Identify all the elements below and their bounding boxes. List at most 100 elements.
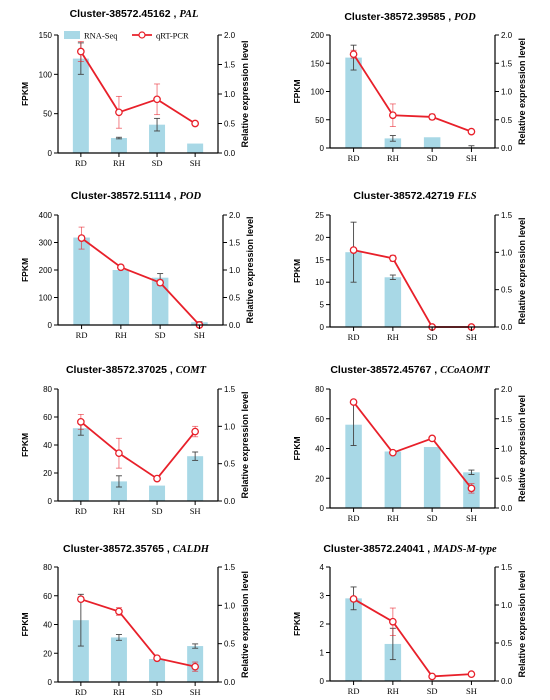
y-tick-label: 0 xyxy=(320,144,325,153)
y-tick-label: 0 xyxy=(48,149,53,158)
y-tick-label: 0 xyxy=(320,504,325,513)
x-tick-label: SH xyxy=(466,686,477,696)
x-tick-label: SD xyxy=(427,332,438,342)
y-tick-label: 80 xyxy=(43,563,52,572)
point-RD xyxy=(349,246,358,254)
legend-line-label: qRT-PCR xyxy=(156,31,189,41)
x-tick-label: SH xyxy=(466,332,477,342)
chart-panel-2: Cluster-38572.39585 , POD 0 50 100 150 200 0.0… xyxy=(292,11,527,163)
x-tick-label: SH xyxy=(190,158,201,168)
y2-tick-label: 1.0 xyxy=(501,88,513,97)
y-tick-label: 0 xyxy=(48,321,53,330)
x-tick-label: SH xyxy=(466,513,477,523)
y-tick-label: 0 xyxy=(48,678,53,687)
y2-tick-label: 1.0 xyxy=(501,601,513,610)
point-SH xyxy=(191,427,199,436)
chart-title: Cluster-38572.45162 , PAL xyxy=(70,8,199,20)
point-SH xyxy=(467,670,476,679)
point-RH xyxy=(115,607,123,616)
legend-line-marker xyxy=(138,31,146,39)
y-tick-label: 4 xyxy=(320,563,325,572)
y2-tick-label: 0.5 xyxy=(501,286,513,295)
bar-RH xyxy=(110,637,127,682)
point-RD xyxy=(77,595,85,604)
legend: RNA-Seq qRT-PCR xyxy=(64,31,189,41)
point-SH xyxy=(467,127,476,136)
chart-title-cluster: Cluster-38572.45162 , xyxy=(70,8,180,20)
y2-tick-label: 0.0 xyxy=(224,149,236,158)
chart-panel-3: Cluster-38572.51114 , POD 0 100 200 300 400 0.… xyxy=(20,190,255,340)
bar-SH xyxy=(187,456,204,501)
x-tick-label: RD xyxy=(76,330,88,340)
chart-panel-6: Cluster-38572.45767 , CCoAOMT 0 20 40 60 80 0.… xyxy=(292,364,527,523)
y-tick-label: 0 xyxy=(48,497,53,506)
y-tick-label: 3 xyxy=(320,592,325,601)
chart-title: Cluster-38572.35765 , CALDH xyxy=(63,543,210,555)
y-tick-label: 40 xyxy=(315,445,324,454)
y-tick-label: 150 xyxy=(39,31,53,40)
y-tick-label: 15 xyxy=(315,256,324,265)
x-tick-label: RD xyxy=(348,686,360,696)
chart-title: Cluster-38572.45767 , CCoAOMT xyxy=(330,364,490,376)
x-tick-label: SD xyxy=(427,513,438,523)
chart-title-cluster: Cluster-38572.51114 , xyxy=(71,190,180,202)
x-tick-label: RH xyxy=(387,513,399,523)
y2-tick-label: 1.5 xyxy=(224,563,236,572)
legend-bar-label: RNA-Seq xyxy=(84,31,118,41)
x-tick-label: SD xyxy=(152,506,163,516)
qrt-pcr-line xyxy=(352,401,473,489)
y-tick-label: 60 xyxy=(43,413,52,422)
qrt-pcr-line xyxy=(352,53,472,133)
y2-tick-label: 0.5 xyxy=(229,294,241,303)
chart-title: Cluster-38572.39585 , POD xyxy=(344,11,476,23)
y-tick-label: 200 xyxy=(311,31,325,40)
bar-RH xyxy=(384,277,402,327)
y2-tick-label: 1.5 xyxy=(501,563,513,572)
qrt-pcr-line xyxy=(353,249,472,328)
point-RD xyxy=(77,418,85,426)
bar-RH xyxy=(110,138,127,153)
y-tick-label: 2 xyxy=(320,620,325,629)
y-tick-label: 40 xyxy=(43,621,52,630)
y2-tick-label: 2.0 xyxy=(229,211,241,220)
y2-tick-label: 0.0 xyxy=(501,504,513,513)
point-RD xyxy=(349,398,358,406)
y-tick-label: 100 xyxy=(39,70,53,79)
bar-RD xyxy=(345,252,362,327)
qrt-pcr-line xyxy=(81,237,201,326)
point-SD xyxy=(153,95,161,104)
chart-title-gene: POD xyxy=(454,12,476,23)
point-RD xyxy=(349,595,358,603)
y2-tick-label: 0.0 xyxy=(501,323,513,332)
y-tick-label: 100 xyxy=(311,88,325,97)
bar-RD xyxy=(72,620,89,682)
chart-title-cluster: Cluster-38572.42719 xyxy=(353,190,457,202)
y-axis-label: FPKM xyxy=(292,259,302,283)
bar-RH xyxy=(384,138,402,148)
chart-title: Cluster-38572.37025 , COMT xyxy=(66,364,207,376)
bar-SH xyxy=(187,143,204,153)
bar-RD xyxy=(345,57,362,148)
x-tick-label: SH xyxy=(190,687,201,697)
chart-panel-4: Cluster-38572.42719 FLS 0 5 10 15 20 25 0.0 0.5 1… xyxy=(292,190,527,342)
y2-axis-label: Relative expression level xyxy=(517,217,527,324)
bar-RD xyxy=(345,598,362,681)
point-RD xyxy=(349,50,358,59)
chart-title: Cluster-38572.24041 , MADS-M-type xyxy=(323,543,497,555)
y2-tick-label: 2.0 xyxy=(501,31,513,40)
bar-SD xyxy=(423,137,441,148)
y-tick-label: 100 xyxy=(39,294,53,303)
y2-tick-label: 0.0 xyxy=(229,321,241,330)
chart-title-gene: CCoAOMT xyxy=(440,365,490,376)
y2-tick-label: 0.5 xyxy=(224,120,236,129)
y2-tick-label: 1.0 xyxy=(229,266,241,275)
y2-tick-label: 1.5 xyxy=(501,211,513,220)
y2-axis-label: Relative expression level xyxy=(517,395,527,502)
y-axis-label: FPKM xyxy=(292,79,302,103)
chart-title-cluster: Cluster-38572.39585 , xyxy=(344,11,454,23)
x-tick-label: SH xyxy=(466,153,477,163)
y2-axis-label: Relative expression level xyxy=(240,391,250,498)
chart-title-cluster: Cluster-38572.35765 , xyxy=(63,543,173,555)
chart-title-gene: CALDH xyxy=(173,544,210,555)
